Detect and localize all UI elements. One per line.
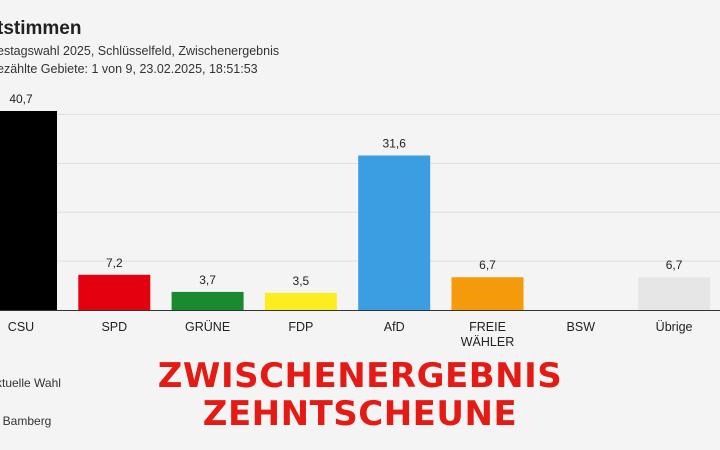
value-label-afd: 31,6 [383, 136, 407, 150]
source-note: t Bamberg [0, 414, 52, 428]
category-label-freie-wähler-2: WÄHLER [461, 335, 514, 349]
category-label-bsw: BSW [567, 320, 596, 334]
category-label-fdp: FDP [288, 320, 313, 334]
overlay-line-1: ZWISCHENERGEBNIS [157, 356, 563, 396]
value-label-übrige: 6,7 [666, 258, 683, 272]
chart-title: tstimmen [0, 18, 82, 39]
value-label-freie-wähler: 6,7 [479, 258, 496, 272]
bar-freie-wähler [451, 277, 524, 310]
bar-fdp [264, 292, 337, 310]
overlay-headline: ZWISCHENERGEBNIS ZEHNTSCHEUNE [0, 357, 720, 433]
overlay-line-2: ZEHNTSCHEUNE [202, 394, 518, 434]
bar-spd [78, 274, 151, 310]
category-label-afd: AfD [384, 320, 405, 334]
category-label-übrige: Übrige [656, 320, 693, 334]
value-label-csu: 40,7 [9, 92, 33, 106]
legend-current-election: ktuelle Wahl [0, 376, 61, 390]
category-label-spd: SPD [101, 320, 127, 334]
value-label-spd: 7,2 [106, 256, 123, 270]
category-label-grüne: GRÜNE [185, 320, 230, 334]
category-label-freie-wähler-1: FREIE [469, 320, 506, 334]
bar-übrige [638, 277, 711, 310]
bar-afd [358, 155, 431, 310]
value-label-grüne: 3,7 [199, 273, 216, 287]
bar-csu [0, 111, 57, 310]
chart-subtitle: estagswahl 2025, Schlüsselfeld, Zwischen… [0, 44, 280, 58]
bar-grüne [171, 291, 244, 310]
chart-counted-areas: ezählte Gebiete: 1 von 9, 23.02.2025, 18… [0, 62, 258, 76]
category-label-csu: CSU [8, 320, 34, 334]
value-label-fdp: 3,5 [293, 274, 310, 288]
